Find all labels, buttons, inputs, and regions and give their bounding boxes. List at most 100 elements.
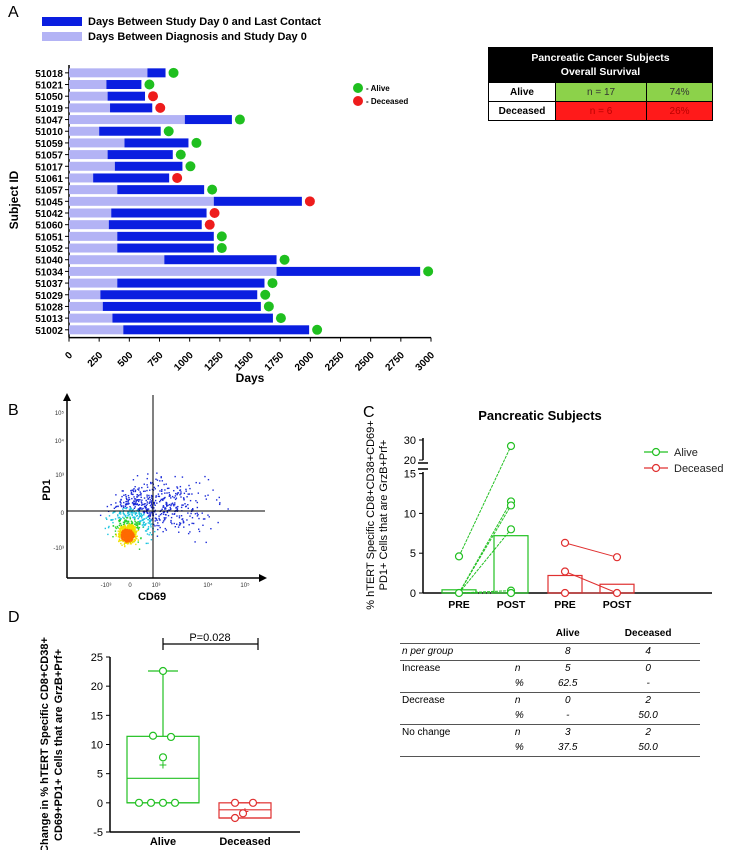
flow-dot (123, 534, 125, 537)
status-marker (216, 231, 227, 242)
flow-dot (135, 543, 137, 546)
flow-dot (130, 526, 132, 529)
flow-dot (150, 526, 152, 528)
flow-dot (126, 531, 128, 533)
flow-dot (150, 506, 153, 508)
flow-dot (125, 531, 127, 534)
flow-dot (149, 489, 151, 491)
flow-dot (149, 511, 151, 514)
flow-dot (119, 535, 121, 537)
flow-dot (120, 539, 122, 542)
flow-dot (155, 496, 157, 498)
flow-dot (217, 521, 219, 524)
status-marker (148, 91, 159, 102)
flow-dot (125, 529, 127, 531)
flow-dot (166, 492, 168, 494)
flow-dot (139, 494, 141, 496)
summary-cell-deceased: 2 (645, 726, 651, 738)
flow-dot (128, 525, 131, 527)
flow-dot (131, 532, 133, 534)
flow-dot (170, 504, 172, 507)
flow-dot (128, 497, 130, 499)
flow-dot (129, 533, 131, 535)
flow-dot (125, 519, 127, 521)
flow-dot (147, 508, 149, 510)
summary-row-sub: n (514, 694, 521, 706)
flow-dot (212, 489, 214, 491)
subject-id-label: 51050 (35, 92, 63, 103)
flow-dot (131, 511, 133, 513)
flow-dot (135, 515, 138, 517)
data-point (170, 798, 180, 807)
flow-dot (130, 520, 133, 522)
data-point-post (612, 588, 622, 598)
flow-dot (192, 508, 194, 510)
flow-dot (165, 502, 168, 504)
flow-dot (132, 529, 134, 532)
flow-dot (145, 499, 147, 502)
bar-post (111, 208, 207, 218)
flow-dot (128, 535, 130, 537)
os-n-alive: n = 17 (554, 82, 648, 102)
data-point-pre (454, 588, 464, 598)
flow-dot (143, 524, 145, 526)
bar-post (100, 290, 258, 300)
flow-dot (125, 497, 128, 499)
flow-dot (124, 516, 127, 518)
bar-post (114, 161, 183, 171)
status-marker (260, 289, 271, 300)
flow-dot (140, 515, 143, 518)
subject-id-label: 51019 (35, 104, 63, 115)
flow-dot (143, 521, 145, 523)
flow-dot (176, 523, 178, 525)
flow-dot (132, 501, 134, 504)
flow-dot (208, 516, 210, 518)
flow-dot (174, 525, 177, 528)
flow-dot (136, 523, 138, 526)
flow-dot (191, 522, 193, 525)
flow-dot (114, 530, 117, 532)
flow-dot (205, 498, 208, 500)
data-point (166, 732, 176, 742)
flow-dot (170, 497, 172, 499)
flow-dot (123, 531, 125, 533)
subject-id-label: 51061 (35, 174, 63, 185)
flow-dot (187, 532, 190, 535)
flow-dot (185, 488, 187, 491)
flow-dot (112, 525, 115, 527)
summary-row-sub (512, 643, 540, 661)
flow-dot (159, 526, 161, 529)
summary-row-label: No change (402, 726, 451, 738)
flow-dot (162, 498, 164, 500)
status-marker (209, 208, 220, 218)
flow-dot (132, 489, 134, 491)
flow-dot (123, 521, 126, 524)
flow-dot (107, 533, 109, 536)
flow-dot (204, 495, 207, 497)
flow-dot (129, 507, 132, 509)
flow-dot (158, 495, 161, 498)
flow-dot (179, 522, 182, 525)
subject-id-label: 51042 (35, 209, 63, 220)
os-pct-alive: 74% (646, 82, 713, 102)
summary-row: n per group 8 4 (400, 643, 700, 661)
flow-dot (139, 491, 141, 493)
bar-pre (69, 266, 277, 276)
flow-dot (117, 515, 119, 517)
flow-dot (169, 508, 172, 511)
flow-dot (180, 496, 182, 498)
flow-y-title: PD1 (41, 479, 53, 500)
flow-dot (147, 528, 149, 531)
flow-dot (131, 514, 134, 517)
flow-dot (123, 520, 126, 522)
flow-dot (182, 504, 184, 506)
flow-dot (122, 511, 124, 513)
flow-dot (191, 517, 194, 519)
summary-cell-deceased: - (596, 676, 700, 693)
flow-dot (122, 505, 125, 507)
flow-dot (128, 523, 131, 525)
flow-dot (119, 517, 121, 520)
flow-dot (140, 492, 142, 495)
flow-dot (122, 490, 124, 492)
bar-pre (69, 173, 94, 183)
